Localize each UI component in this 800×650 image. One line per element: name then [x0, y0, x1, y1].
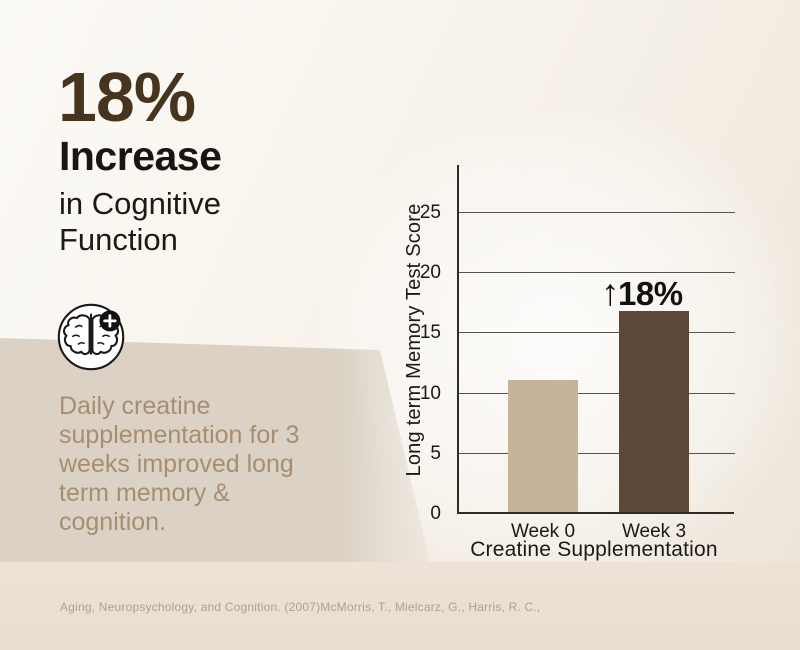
left-column: 18% Increase in Cognitive Function	[0, 0, 340, 650]
gridline	[459, 332, 735, 334]
headline-subtitle: in Cognitive Function	[59, 186, 221, 258]
headline-word: Increase	[59, 133, 222, 179]
y-tick-label: 5	[430, 442, 441, 464]
x-axis-line	[457, 512, 734, 514]
y-tick-labels: 0 5 10 15 20 25	[400, 165, 449, 524]
x-tick-label: Week 3	[621, 521, 687, 542]
bar-week-3	[619, 311, 689, 512]
gridline	[459, 212, 735, 214]
brain-plus-icon	[56, 302, 126, 372]
background-band	[0, 338, 430, 562]
y-tick-label: 10	[419, 382, 441, 404]
x-axis-title: Creatine Supplementation	[470, 538, 718, 561]
headline-percent: 18%	[58, 58, 196, 136]
plot-area: Week 0 Week 3 ↑ 18%	[457, 165, 735, 542]
x-tick-label: Week 0	[510, 521, 576, 542]
y-tick-label: 0	[430, 503, 441, 524]
y-tick-label: 20	[419, 262, 441, 284]
bar-week-0	[508, 379, 578, 512]
annotation-text: 18%	[618, 275, 683, 313]
y-tick-label: 15	[419, 322, 441, 344]
y-axis-line	[457, 165, 459, 514]
gridline	[459, 392, 735, 394]
plus-badge-icon	[99, 310, 121, 332]
gridline	[459, 272, 735, 274]
background-bottom-strip	[0, 562, 800, 650]
increase-annotation: ↑ 18%	[601, 272, 683, 314]
gridline	[459, 452, 735, 454]
y-tick-label: 25	[419, 202, 441, 224]
bar-chart: Long term Memory Test Score 0 5 10 15 20 25 W…	[400, 150, 760, 580]
up-arrow-icon: ↑	[601, 272, 620, 314]
description-text: Daily creatine supplementation for 3 wee…	[59, 392, 300, 536]
citation-text: Aging, Neuropsychology, and Cognition. (…	[60, 600, 541, 614]
